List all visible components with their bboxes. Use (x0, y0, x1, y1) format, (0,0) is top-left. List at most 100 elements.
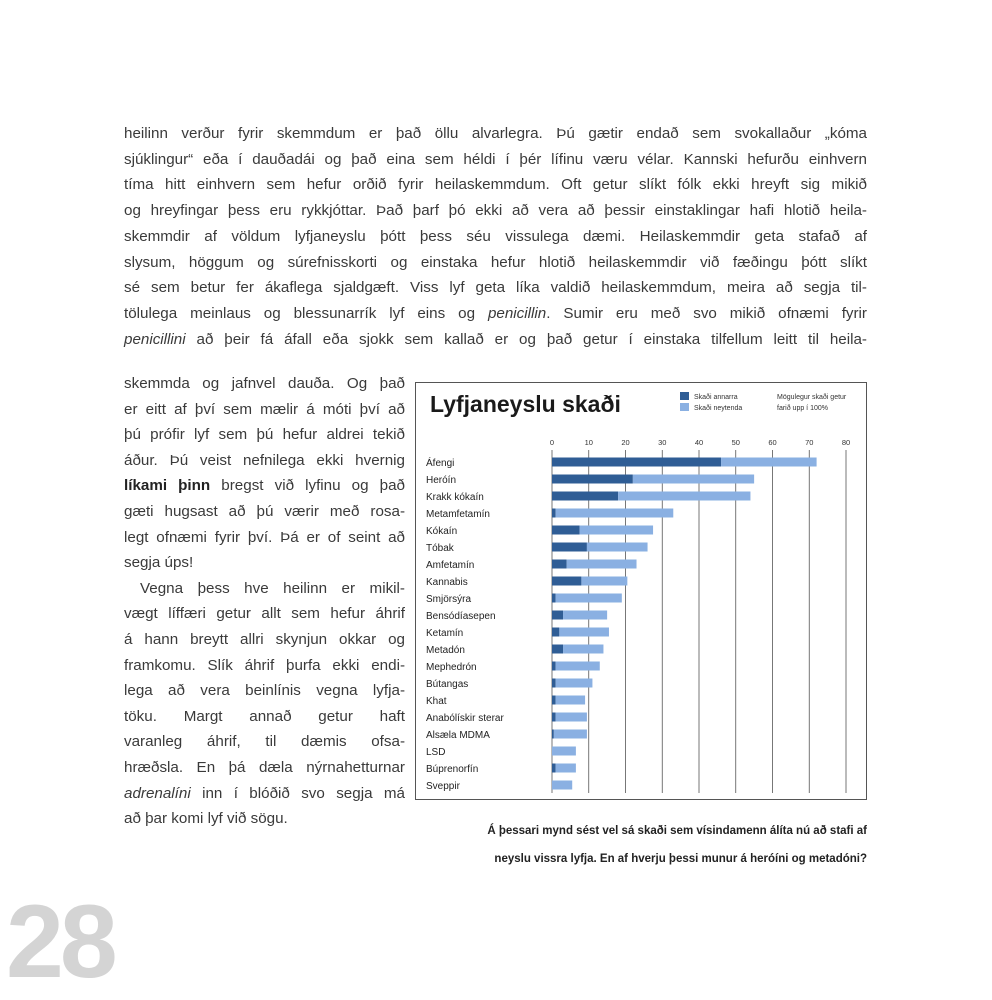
body-column-line: lega að vera beinlínis vegna lyfja- (124, 679, 405, 703)
bar-segment-others (552, 474, 633, 484)
body-full-line: sjúklingur“ eða í dauðadái og það eina s… (124, 148, 867, 172)
category-label: Metadón (426, 645, 465, 656)
body-full-line: tölulega meinlaus og blessunarrík lyf ei… (124, 302, 867, 326)
text-run: lega að vera beinlínis vegna lyfja- (124, 682, 405, 700)
chart-title: Lyfjaneyslu skaði (430, 391, 621, 417)
text-run: tíma hitt einhvern sem hefur orðið fyrir… (124, 176, 867, 194)
bold-term: líkami þinn (124, 477, 211, 495)
bar-segment-users (566, 559, 637, 569)
bar-segment-users (555, 712, 587, 722)
bar-segment-others (552, 491, 619, 501)
category-label: Kannabis (426, 577, 468, 588)
body-full-line: penicillini að þeir fá áfall eða sjokk s… (124, 328, 867, 352)
bar-segment-users (552, 746, 576, 756)
bar-segment-others (552, 593, 556, 603)
text-run: sjúklingur“ eða í dauðadái og það eina s… (124, 150, 867, 168)
text-run: sé sem betur fer ákaflega sjaldgæft. Vis… (124, 279, 867, 297)
bar-segment-others (552, 763, 556, 773)
body-column-line: legt ofnæmi fyrir því. Þá er of seint að (124, 526, 405, 550)
body-full-line: tíma hitt einhvern sem hefur orðið fyrir… (124, 173, 867, 197)
chart-x-ticks: 0 10 20 30 40 50 60 70 80 (550, 438, 850, 447)
italic-term: penicillin (487, 304, 547, 322)
chart-legend: Skaði annarra Skaði neytenda Mögulegur s… (680, 392, 847, 412)
x-tick-label: 80 (842, 438, 850, 447)
text-run: vægt líffæri getur allt sem hefur áhrif (124, 605, 405, 623)
category-label: Mephedrón (426, 662, 477, 673)
legend-swatch-others (680, 392, 689, 400)
x-tick-label: 70 (805, 438, 813, 447)
body-column-line: Vegna þess hve heilinn er mikil- (140, 577, 405, 601)
body-column-line: áður. Þú veist nefnilega ekki hvernig (124, 449, 405, 473)
bar-segment-users (555, 695, 586, 705)
bar-segment-others (552, 661, 556, 671)
text-run: þú prófir lyf sem þú hefur aldrei tekið (124, 426, 405, 444)
text-run: áður. Þú veist nefnilega ekki hvernig (124, 451, 405, 469)
text-run: varanleg áhrif, til dæmis ofsa- (124, 733, 405, 751)
category-label: Áfengi (426, 456, 454, 469)
harm-chart: Lyfjaneyslu skaði Skaði annarra Skaði ne… (415, 382, 867, 800)
body-column-line: töku. Margt annað getur haft (124, 705, 405, 729)
text-run: að þar komi lyf við sögu. (124, 810, 288, 828)
chart-grid (551, 450, 847, 793)
bar-segment-users (563, 610, 608, 620)
bar-segment-others (552, 525, 580, 535)
bar-segment-others (552, 508, 556, 518)
bar-segment-others (552, 610, 564, 620)
bar-segment-others (552, 644, 564, 654)
chart-bars (552, 457, 817, 790)
body-column-line: hræðsla. En þá dæla nýrnahetturnar (124, 756, 405, 780)
bar-segment-users (555, 593, 622, 603)
text-run: slysum, höggum og súrefnisskorti og eins… (124, 253, 867, 271)
bar-segment-others (552, 712, 556, 722)
body-full-line: skemmdir af völdum lyfjaneyslu þótt þess… (124, 225, 867, 249)
category-label: Krakk kókaín (426, 492, 484, 503)
bar-segment-others (552, 576, 582, 586)
figure-caption-line2: neyslu vissra lyfja. En af hverju þessi … (494, 853, 867, 865)
category-label: Ketamín (426, 628, 463, 639)
body-column-line: segja úps! (124, 551, 405, 575)
bar-segment-users (721, 457, 817, 467)
body-column-line: varanleg áhrif, til dæmis ofsa- (124, 730, 405, 754)
text-run: á hann breytt allri skynjun okkar og (124, 631, 405, 648)
category-label: Alsæla MDMA (426, 730, 490, 741)
body-column-line: framkomu. Slík áhrif þurfa ekki endi- (124, 654, 405, 678)
body-column-line: líkami þinn bregst við lyfinu og það (124, 474, 405, 498)
x-tick-label: 20 (621, 438, 629, 447)
text-run: framkomu. Slík áhrif þurfa ekki endi- (124, 656, 405, 674)
bar-segment-users (581, 576, 628, 586)
category-label: Tóbak (426, 543, 455, 554)
text-run: Vegna þess hve heilinn er mikil- (140, 579, 405, 597)
text-run: skemmda og jafnvel dauða. Og það (124, 375, 405, 392)
bar-segment-users (555, 661, 600, 671)
category-label: Metamfetamín (426, 509, 490, 520)
body-column-line: gæti hugsast að þú værir með rosa- (124, 500, 405, 524)
text-run: töku. Margt annað getur haft (124, 707, 405, 725)
bar-segment-others (552, 695, 556, 705)
body-full-line: og hreyfingar þess eru rykkjóttar. Það þ… (124, 199, 867, 223)
text-run: heilinn verður fyrir skemmdum er það öll… (124, 125, 867, 142)
text-run: bregst við lyfinu og það (210, 477, 405, 495)
bar-segment-users (586, 542, 648, 552)
text-run: segja úps! (124, 554, 194, 572)
legend-note-line1: Mögulegur skaði getur (777, 393, 847, 401)
legend-label-users: Skaði neytenda (694, 404, 742, 412)
body-column-line: að þar komi lyf við sögu. (124, 807, 405, 831)
legend-note-line2: farið upp í 100% (777, 404, 828, 412)
category-label: Bensódíasepen (426, 611, 496, 622)
category-label: Búprenorfín (426, 764, 478, 775)
text-run: að þeir fá áfall eða sjokk sem kallað er… (185, 330, 867, 348)
legend-swatch-users (680, 403, 689, 411)
bar-segment-users (555, 763, 576, 773)
bar-segment-users (552, 780, 573, 790)
bar-segment-others (552, 678, 556, 688)
text-run: skemmdir af völdum lyfjaneyslu þótt þess… (124, 227, 867, 245)
italic-term: penicillini (124, 330, 186, 348)
body-full-line: slysum, höggum og súrefnisskorti og eins… (124, 251, 867, 275)
bar-segment-others (552, 457, 722, 467)
figure-caption-line1: Á þessari mynd sést vel sá skaði sem vís… (487, 825, 867, 837)
x-tick-label: 60 (768, 438, 776, 447)
body-full-line: sé sem betur fer ákaflega sjaldgæft. Vis… (124, 276, 867, 300)
x-tick-label: 30 (658, 438, 666, 447)
italic-term: adrenalíni (124, 784, 191, 802)
bar-segment-users (553, 729, 587, 739)
